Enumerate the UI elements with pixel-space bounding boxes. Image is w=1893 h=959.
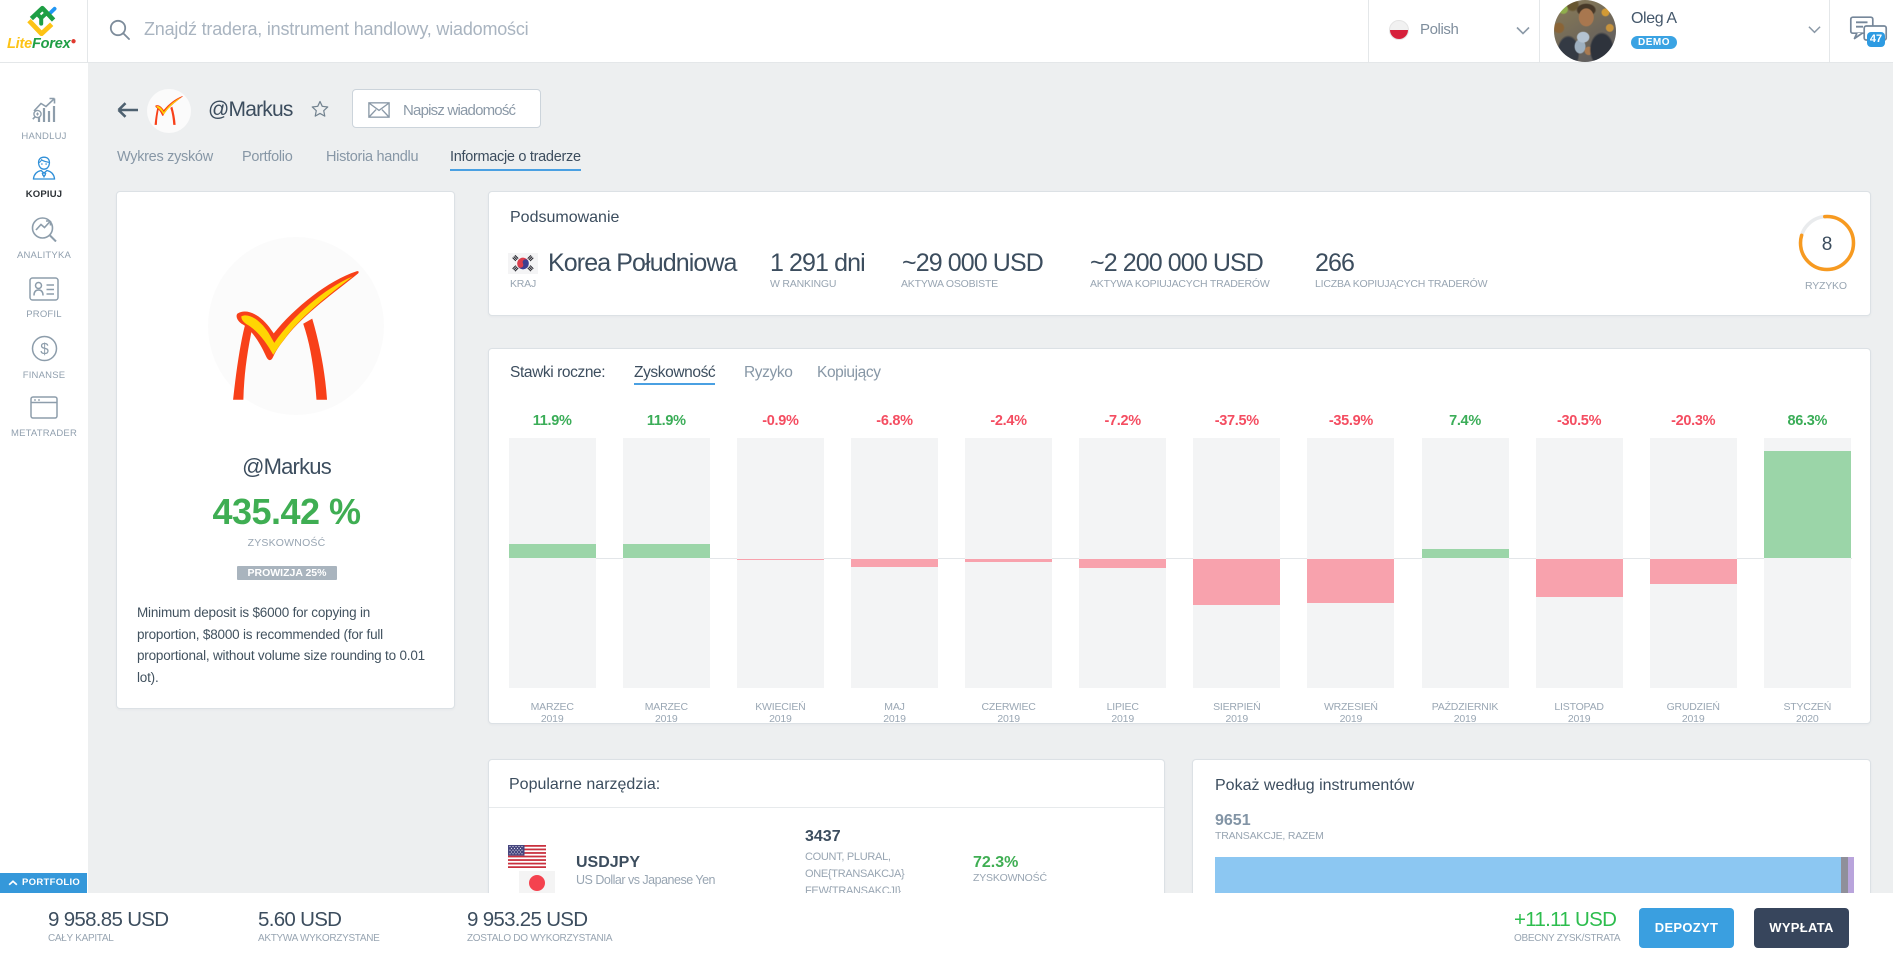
svg-text:$: $ bbox=[40, 341, 49, 358]
svg-text:8: 8 bbox=[1822, 234, 1833, 255]
